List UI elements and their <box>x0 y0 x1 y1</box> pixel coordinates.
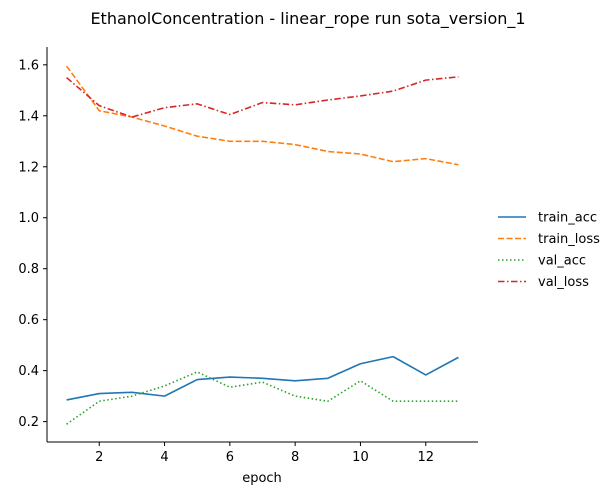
legend-label: val_loss <box>538 275 589 290</box>
x-tick-label: 6 <box>226 450 234 465</box>
legend-label: val_acc <box>538 254 586 269</box>
series-line-val-loss <box>66 76 459 118</box>
x-tick-label: 12 <box>417 450 434 465</box>
y-tick-label: 1.4 <box>18 109 39 124</box>
x-tick-label: 2 <box>95 450 103 465</box>
legend: train_acc train_loss val_acc val_loss <box>498 211 600 290</box>
legend-label: train_loss <box>538 232 600 247</box>
series-line-train-acc <box>66 355 459 401</box>
series-line-val-acc <box>66 371 459 425</box>
chart-title: EthanolConcentration - linear_rope run s… <box>90 9 525 29</box>
y-tick-label: 0.4 <box>18 364 39 379</box>
y-tick-label: 0.8 <box>18 262 39 277</box>
y-tick-label: 1.2 <box>18 160 39 175</box>
legend-label: train_acc <box>538 211 597 226</box>
x-tick-label: 8 <box>291 450 299 465</box>
x-axis-label: epoch <box>242 471 282 486</box>
y-tick-label: 1.0 <box>18 211 39 226</box>
series-line-train-loss <box>65 65 459 166</box>
y-tick-label: 0.2 <box>18 415 39 430</box>
series-lines <box>65 65 459 425</box>
y-tick-label: 1.6 <box>18 58 39 73</box>
x-tick-label: 4 <box>160 450 168 465</box>
y-tick-label: 0.6 <box>18 313 39 328</box>
axes: 2 4 6 8 10 12 0.2 0.4 0.6 0.8 1.0 1.2 1.4 1.6 <box>18 47 478 465</box>
x-tick-label: 10 <box>352 450 369 465</box>
